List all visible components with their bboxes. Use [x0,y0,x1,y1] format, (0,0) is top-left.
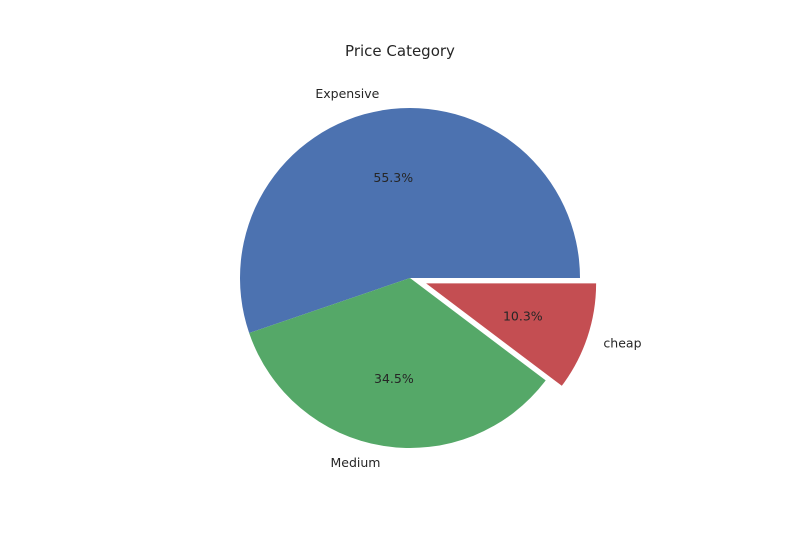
pct-label-cheap: 10.3% [503,308,543,323]
slice-label-medium: Medium [331,455,381,470]
chart-title: Price Category [345,42,455,60]
pct-label-medium: 34.5% [374,371,414,386]
slice-label-expensive: Expensive [315,86,379,101]
pie-slice-cheap [426,283,597,386]
pct-label-expensive: 55.3% [373,170,413,185]
slice-label-cheap: cheap [603,335,641,350]
pie-slice-medium [249,278,546,449]
pie-slice-expensive [240,108,580,334]
